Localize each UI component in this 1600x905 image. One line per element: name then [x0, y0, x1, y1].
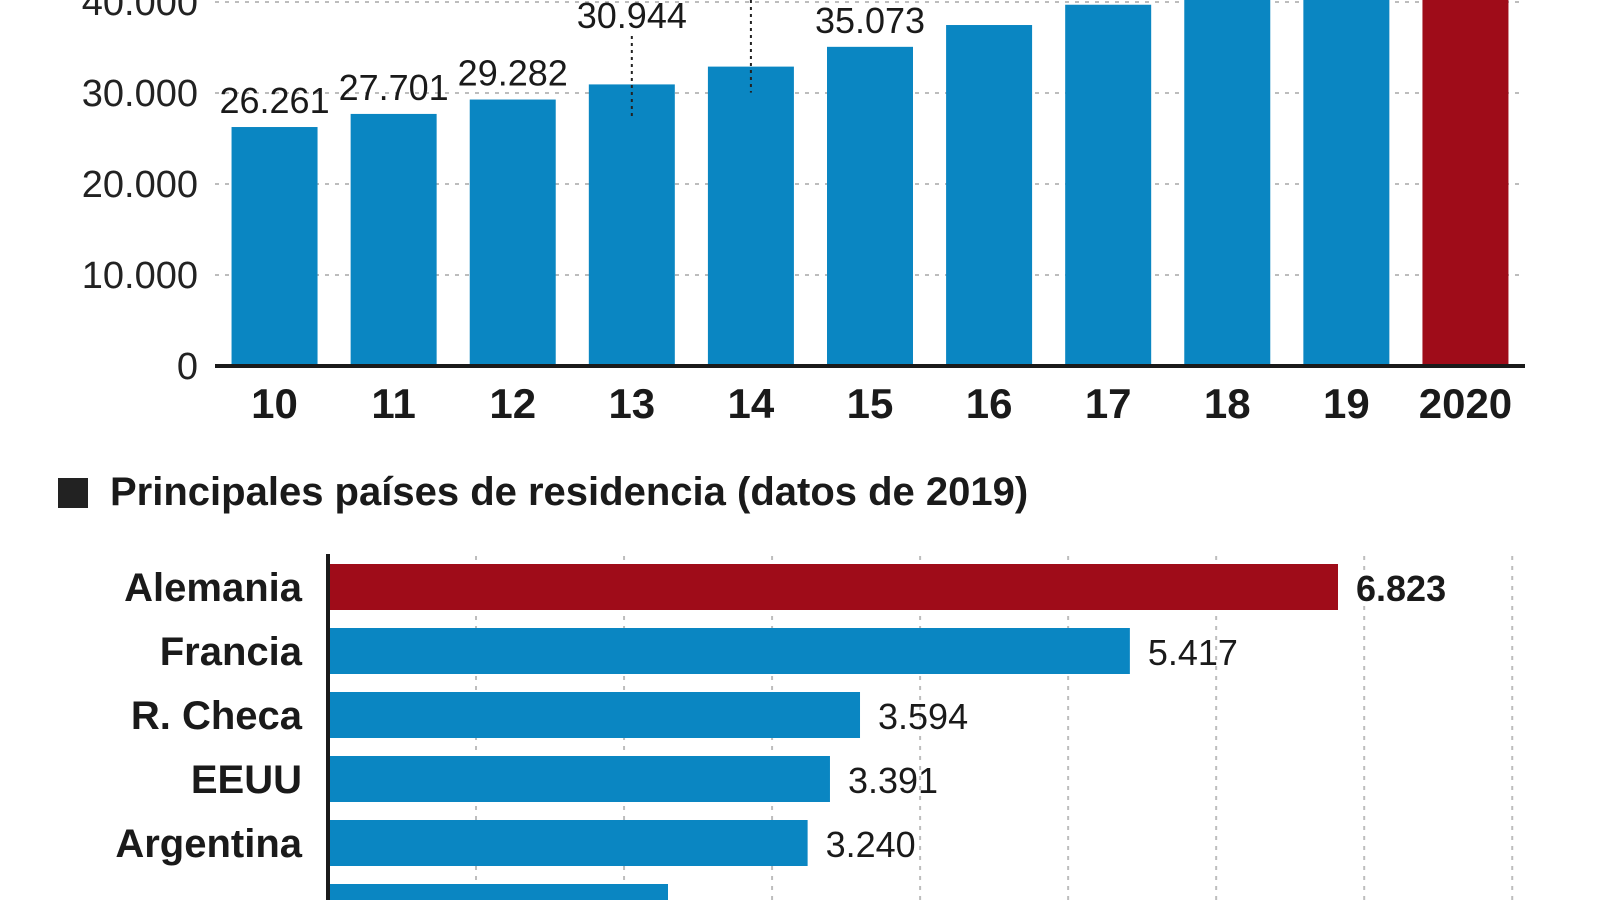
data-label: 35.073: [815, 0, 925, 41]
x-tick-label: 18: [1204, 380, 1251, 427]
bar: [1184, 0, 1271, 367]
y-tick-label: 30.000: [82, 73, 198, 115]
data-label: 6.823: [1356, 568, 1446, 609]
yearly-bar-chart: 0 10.000 20.000 30.000 40.000 10 26.261 11 27.70…: [82, 0, 1525, 427]
bar: [350, 113, 437, 366]
category-label: EEUU: [191, 758, 302, 802]
x-tick-label: 14: [728, 380, 775, 427]
x-tick-label: 13: [608, 380, 655, 427]
category-label: R. Checa: [131, 694, 303, 738]
bar: [328, 628, 1130, 674]
bar: [588, 84, 675, 366]
y-tick-label: 40.000: [82, 0, 198, 24]
y-tick-label: 0: [177, 346, 198, 388]
data-label: 3.391: [848, 760, 938, 801]
data-label: 26.261: [219, 80, 329, 121]
x-tick-label: 12: [489, 380, 536, 427]
bar: [328, 884, 668, 904]
x-tick-label: 16: [966, 380, 1013, 427]
x-tick-label: 11: [371, 380, 415, 427]
bar: [231, 127, 318, 366]
data-label: 3.240: [826, 824, 916, 865]
x-tick-label: 15: [847, 380, 894, 427]
bar: [328, 756, 830, 802]
countries-section: Principales países de residencia (datos …: [58, 470, 1028, 514]
bar: [328, 820, 808, 866]
data-label: 3.594: [878, 696, 968, 737]
y-tick-label: 10.000: [82, 255, 198, 297]
countries-bar-chart: Alemania 6.823 Francia 5.417 R. Checa 3.594 EE…: [115, 554, 1514, 904]
section-title-square-icon: [58, 478, 88, 508]
bar: [1422, 0, 1509, 367]
bar: [1065, 4, 1152, 366]
bar: [827, 46, 913, 367]
bar: [328, 692, 861, 738]
bar: [946, 25, 1033, 366]
bar: [1303, 0, 1390, 366]
bar: [328, 564, 1338, 610]
category-label: Francia: [160, 630, 303, 674]
data-label: 29.282: [458, 53, 568, 94]
x-tick-label: 19: [1323, 380, 1370, 427]
category-label: Argentina: [115, 822, 302, 866]
x-tick-label: 17: [1085, 380, 1132, 427]
data-label: 27.701: [339, 67, 449, 108]
bar: [469, 99, 556, 366]
data-label: 30.944: [577, 0, 687, 36]
x-tick-label: 10: [251, 380, 298, 427]
y-tick-label: 20.000: [82, 164, 198, 206]
category-label: Alemania: [124, 566, 303, 610]
x-tick-label: 2020: [1419, 380, 1512, 427]
section-title: Principales países de residencia (datos …: [110, 470, 1028, 514]
data-label: 5.417: [1148, 632, 1238, 673]
bar: [707, 66, 794, 367]
